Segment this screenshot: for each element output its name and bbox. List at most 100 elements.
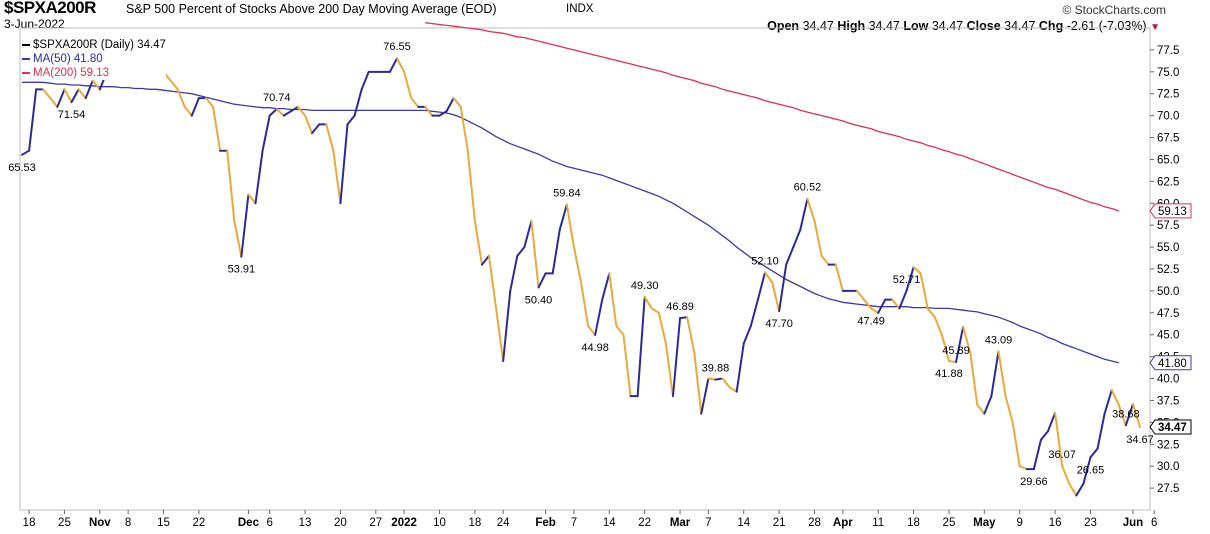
data-segment	[42, 88, 52, 100]
x-tick-label: 27	[369, 517, 382, 529]
data-segment	[268, 108, 278, 117]
data-segment	[296, 105, 307, 117]
data-label: 47.70	[765, 318, 793, 330]
open-value: 34.47	[802, 19, 834, 33]
data-segment	[834, 263, 844, 292]
y-tick-label: 57.5	[1157, 220, 1179, 232]
data-segment	[940, 333, 950, 363]
x-tick-label: 25	[943, 517, 956, 529]
x-tick-label: 22	[638, 517, 651, 529]
data-label: 65.53	[8, 162, 36, 174]
x-tick-label: Mar	[670, 517, 691, 529]
x-tick-label: 14	[737, 517, 750, 529]
x-tick-label: 16	[1049, 517, 1062, 529]
data-segment	[912, 266, 922, 275]
data-segment	[587, 324, 597, 336]
data-segment	[1124, 403, 1134, 427]
symbol-title: $SPXA200R	[4, 0, 96, 17]
data-segment	[410, 97, 420, 108]
data-segment	[452, 97, 462, 108]
x-tick-label: May	[973, 517, 996, 529]
data-segment	[1011, 421, 1021, 468]
data-segment	[898, 289, 908, 310]
data-segment	[1075, 482, 1085, 497]
data-segment	[70, 88, 80, 104]
y-tick-label: 77.5	[1157, 45, 1179, 57]
y-tick-label: 62.5	[1157, 176, 1179, 188]
data-segment	[771, 281, 781, 313]
data-label: 43.09	[985, 334, 1013, 346]
data-segment	[693, 351, 703, 415]
x-tick-label: 11	[872, 517, 884, 529]
quote-summary: Open 34.47 High 34.47 Low 34.47 Close 34…	[767, 19, 1160, 33]
data-segment	[77, 88, 87, 100]
data-segment	[247, 193, 257, 205]
data-segment	[212, 105, 222, 152]
data-segment	[799, 197, 809, 231]
data-segment	[870, 307, 880, 314]
data-segment	[735, 342, 745, 393]
data-segment	[1004, 395, 1014, 424]
data-segment	[289, 105, 299, 113]
x-tick-label: 10	[433, 517, 446, 529]
y-tick-label: 70.0	[1157, 111, 1179, 123]
data-segment	[700, 377, 710, 415]
data-segment	[990, 350, 1000, 398]
legend-item-ma50: MA(50) 41.80	[22, 52, 166, 66]
x-tick-label: 15	[157, 517, 170, 529]
data-segment	[643, 296, 653, 310]
x-tick-label: Apr	[833, 517, 853, 529]
data-segment	[488, 254, 498, 310]
y-tick-label: 72.5	[1157, 89, 1179, 101]
y-tick-label: 27.5	[1157, 483, 1179, 495]
legend-label-ma200: MA(200) 59.13	[33, 67, 110, 79]
data-segment	[671, 317, 682, 398]
x-tick-label: 7	[571, 517, 577, 529]
data-segment	[792, 228, 802, 249]
data-segment	[1117, 403, 1127, 427]
chg-label: Chg	[1038, 19, 1064, 33]
data-segment	[28, 88, 38, 152]
x-tick-label: 13	[299, 517, 312, 529]
brand-watermark[interactable]: © StockCharts.com	[1062, 3, 1166, 17]
data-segment	[679, 316, 689, 320]
chg-value: -2.61 (-7.03%)	[1066, 19, 1147, 33]
data-segment	[495, 307, 505, 363]
data-segment	[176, 88, 186, 108]
data-segment	[1131, 403, 1141, 429]
data-segment	[933, 316, 943, 336]
data-segment	[813, 219, 823, 257]
y-tick-label: 30.0	[1157, 461, 1179, 473]
data-segment	[233, 219, 243, 258]
data-segment	[565, 203, 575, 249]
data-label: 29.66	[1020, 476, 1048, 488]
data-segment	[905, 266, 915, 292]
y-tick-label: 37.5	[1157, 395, 1179, 407]
data-segment	[480, 254, 491, 266]
data-label: 76.55	[383, 41, 411, 53]
x-tick-label: 24	[497, 517, 510, 529]
data-segment	[650, 307, 660, 314]
data-label: 45.89	[942, 345, 970, 357]
x-tick-label: 6	[266, 517, 272, 529]
data-segment	[353, 88, 363, 117]
legend-swatch-ma200	[22, 71, 30, 74]
data-segment	[466, 149, 476, 222]
x-tick-label: 8	[125, 517, 131, 529]
data-segment	[664, 342, 674, 398]
data-label: 49.30	[631, 280, 659, 292]
data-segment	[1068, 482, 1078, 497]
data-label: 44.98	[581, 342, 609, 354]
symbol-description: S&P 500 Percent of Stocks Above 200 Day …	[126, 2, 497, 16]
data-segment	[49, 97, 59, 108]
data-label: 53.91	[228, 264, 256, 276]
data-segment	[756, 271, 766, 301]
y-tick-label: 45.0	[1157, 330, 1179, 342]
data-label: 52.71	[893, 274, 921, 286]
data-segment	[749, 298, 759, 327]
data-segment	[396, 57, 406, 73]
chart-header: $SPXA200R S&P 500 Percent of Stocks Abov…	[0, 0, 1210, 40]
data-segment	[21, 149, 31, 156]
data-segment	[473, 219, 483, 266]
